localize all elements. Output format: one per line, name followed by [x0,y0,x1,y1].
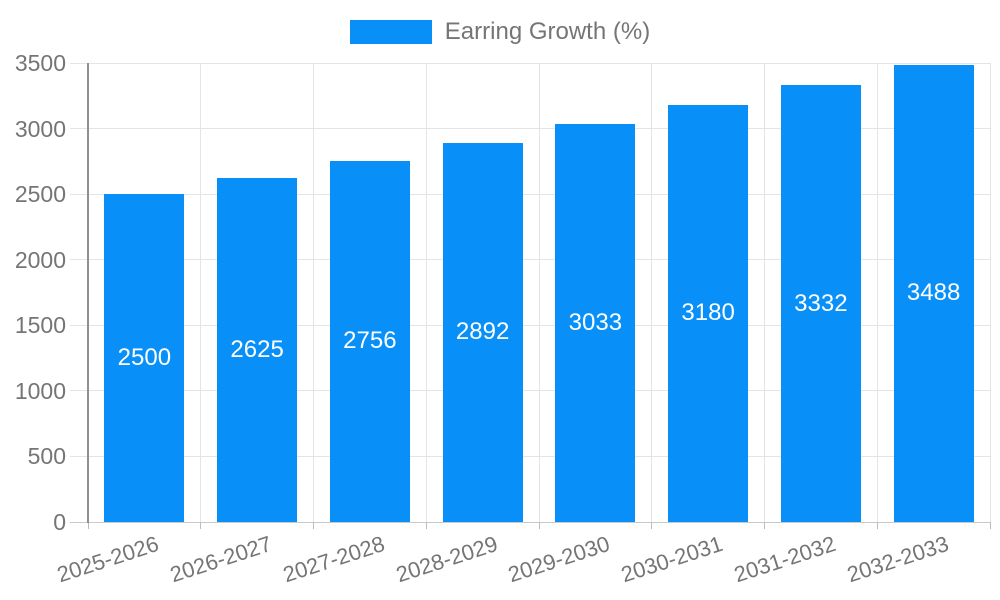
y-gridline [70,455,990,457]
y-gridline [70,259,990,261]
y-tick-label: 500 [27,443,66,470]
bar-value-label: 3033 [568,309,623,337]
x-gridline [425,63,427,522]
bar-value-label: 3180 [681,299,735,327]
bar-value-label: 2625 [230,335,284,363]
x-gridline [989,63,991,522]
x-tick-mark [876,522,878,529]
x-tick-mark [313,522,314,529]
bar [668,104,749,522]
x-gridline [764,63,765,522]
bar [780,85,861,522]
legend-swatch [349,20,432,44]
x-gridline [200,63,202,522]
y-gridline [70,128,990,130]
y-gridline [70,521,990,523]
bar [217,177,298,522]
y-tick-label: 1000 [14,377,66,404]
y-gridline [70,193,990,195]
bar [104,194,185,522]
x-tick-mark [538,522,540,529]
bar-value-label: 3332 [794,289,848,317]
bar [555,124,636,522]
legend-label: Earring Growth (%) [444,18,651,45]
x-gridline [651,63,653,522]
y-tick-label: 3000 [14,115,66,142]
x-tick-mark [764,522,765,529]
bar-value-label: 2756 [343,327,397,355]
bar-value-label: 2892 [455,318,510,346]
legend: Earring Growth (%) [0,18,1000,46]
bar-value-label: 3488 [906,279,961,307]
bar [329,160,410,522]
bar-value-label: 2500 [117,344,172,372]
y-gridline [70,62,990,64]
x-tick-mark [425,522,427,529]
x-tick-mark [989,522,991,529]
x-gridline [876,63,878,522]
y-tick-label: 2500 [14,181,66,208]
y-axis-line [87,63,89,523]
y-gridline [70,390,990,392]
bar [442,142,523,522]
y-tick-label: 1500 [14,312,66,339]
y-tick-label: 0 [53,509,66,535]
y-gridline [70,324,990,326]
y-tick-label: 3500 [14,50,66,76]
x-gridline [538,63,540,522]
x-tick-mark [200,522,202,529]
x-gridline [313,63,314,522]
bar [893,64,974,522]
x-tick-mark [87,522,89,529]
y-tick-label: 2000 [14,246,66,273]
x-tick-mark [651,522,653,529]
